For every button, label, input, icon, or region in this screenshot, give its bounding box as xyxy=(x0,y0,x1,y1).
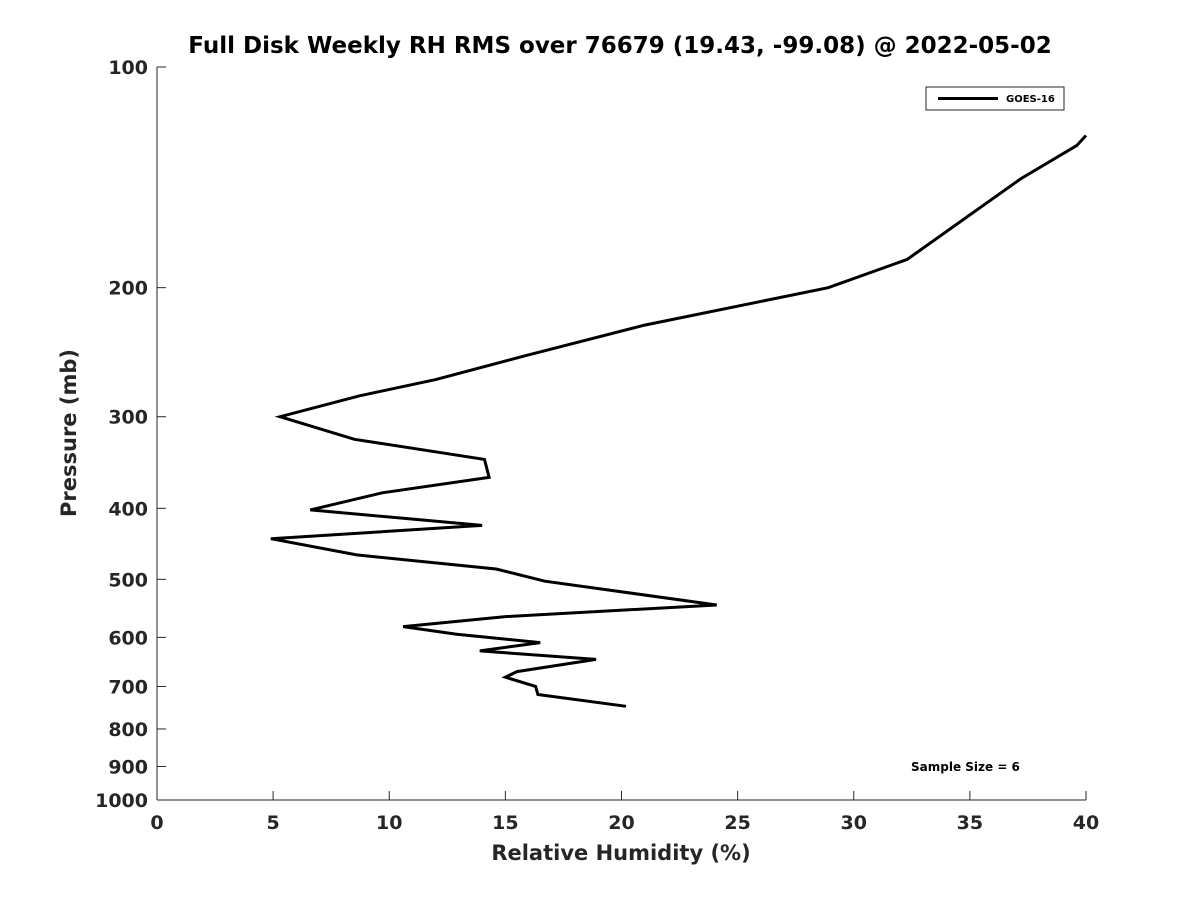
x-axis-label: Relative Humidity (%) xyxy=(491,841,750,865)
plot-area xyxy=(157,67,1086,800)
x-tick-label: 30 xyxy=(841,812,867,834)
y-tick-label: 800 xyxy=(108,719,148,741)
y-tick-label: 600 xyxy=(108,627,148,649)
y-tick-label: 500 xyxy=(108,569,148,591)
y-tick-label: 900 xyxy=(108,756,148,778)
x-tick-label: 20 xyxy=(608,812,634,834)
x-tick-label: 5 xyxy=(267,812,280,834)
y-axis-ticks: 100 200 300 400 500 600 700 800 900 1000 xyxy=(95,57,166,812)
x-tick-label: 15 xyxy=(492,812,518,834)
y-tick-label: 100 xyxy=(108,57,148,79)
x-tick-label: 25 xyxy=(724,812,750,834)
x-tick-label: 35 xyxy=(957,812,983,834)
y-tick-label: 400 xyxy=(108,498,148,520)
x-axis-ticks: 0 5 10 15 20 25 30 35 40 xyxy=(150,791,1099,834)
legend-label: GOES-16 xyxy=(1006,94,1055,105)
series-line-goes-16 xyxy=(270,134,1088,708)
x-tick-label: 10 xyxy=(376,812,402,834)
x-tick-label: 0 xyxy=(150,812,163,834)
y-tick-label: 1000 xyxy=(95,790,148,812)
y-axis-label: Pressure (mb) xyxy=(57,349,81,517)
y-tick-label: 300 xyxy=(108,407,148,429)
y-tick-label: 700 xyxy=(108,676,148,698)
x-tick-label: 40 xyxy=(1073,812,1099,834)
legend: GOES-16 xyxy=(925,86,1065,111)
y-tick-label: 200 xyxy=(108,278,148,300)
chart-title: Full Disk Weekly RH RMS over 76679 (19.4… xyxy=(188,33,1051,59)
sample-size-annotation: Sample Size = 6 xyxy=(911,760,1020,774)
